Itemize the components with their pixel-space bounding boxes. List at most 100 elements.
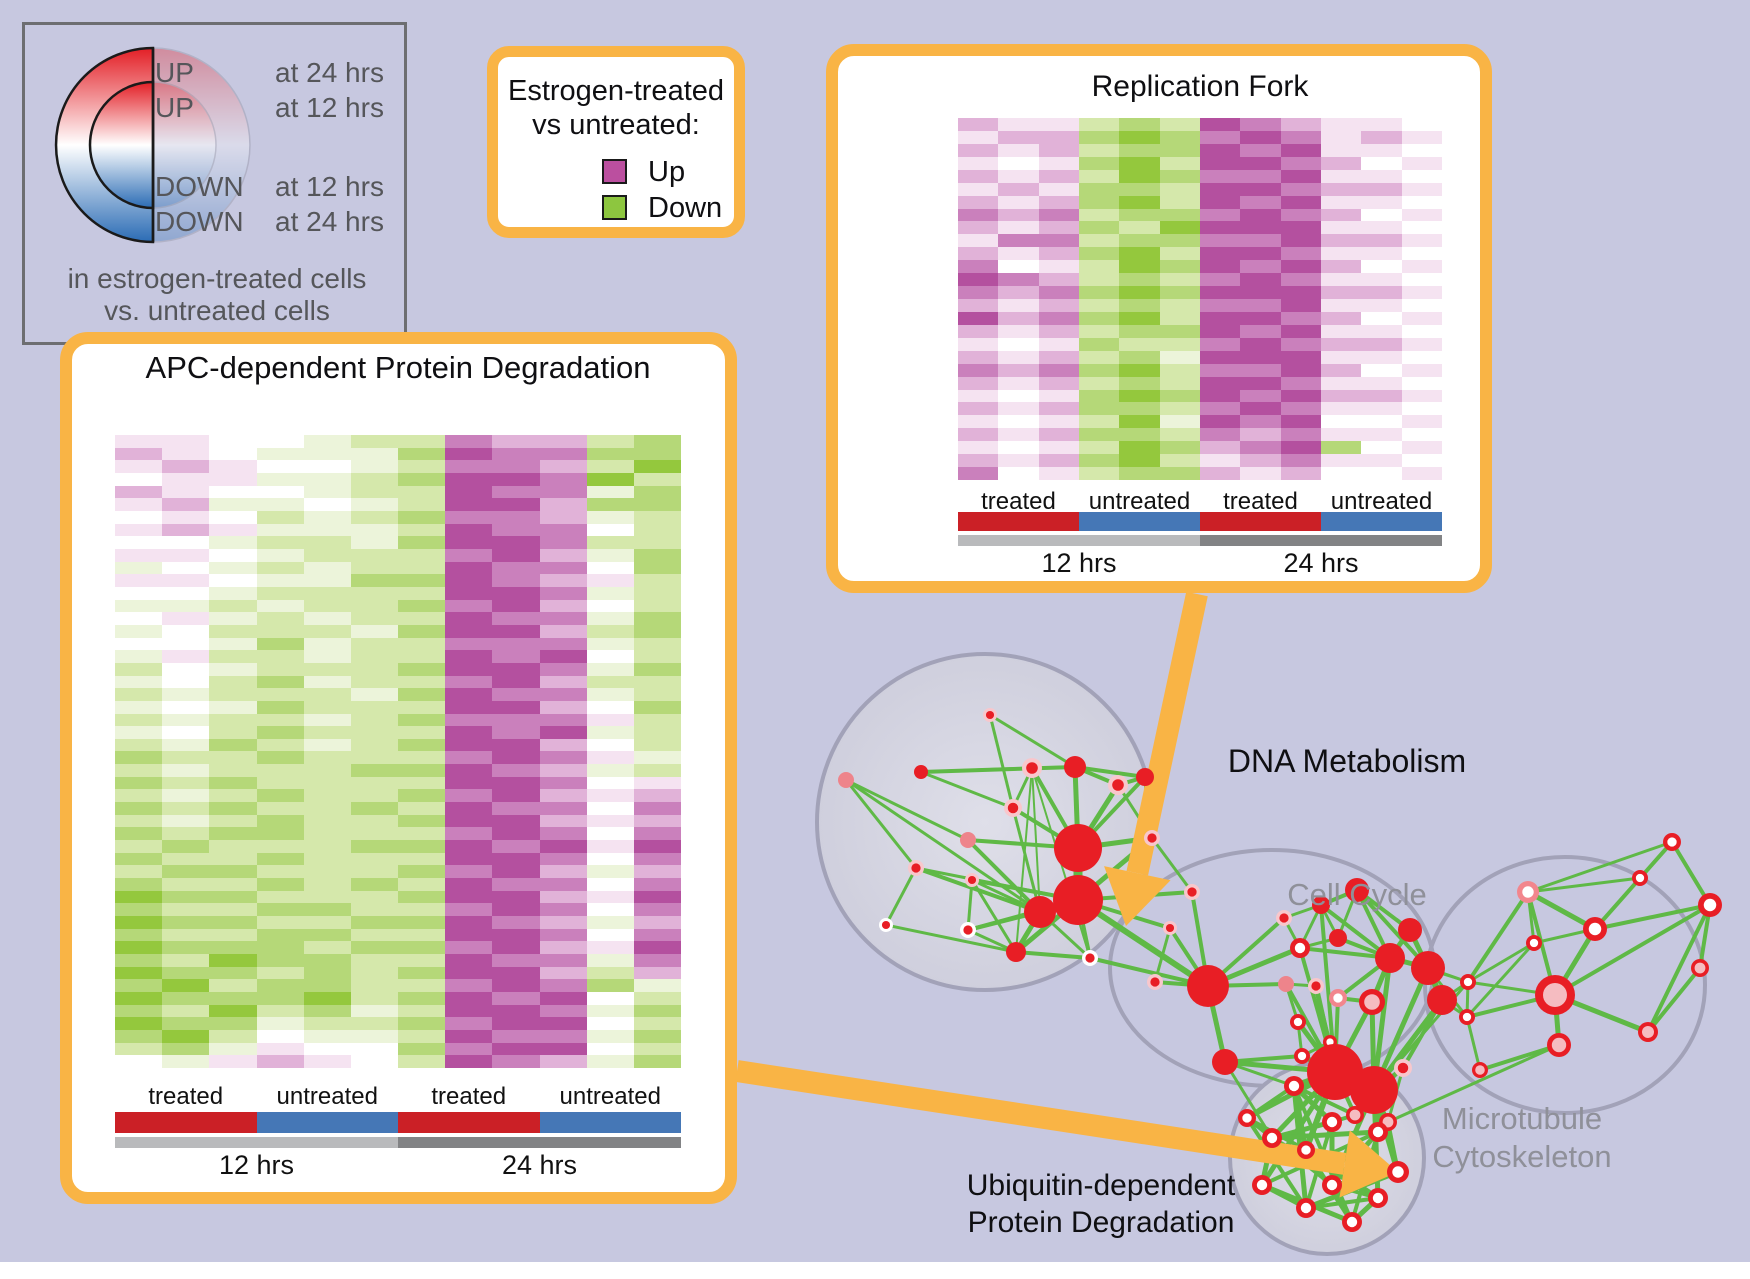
network-node xyxy=(1212,1049,1238,1075)
network-node xyxy=(1588,922,1602,936)
network-edge xyxy=(920,766,1033,774)
network-node xyxy=(1635,873,1645,883)
scale-row-down-12: DOWN xyxy=(155,171,244,203)
cluster-label-line: Protein Degradation xyxy=(967,1205,1235,1239)
direction-label: UP xyxy=(155,92,194,123)
network-node xyxy=(1293,1017,1303,1027)
direction-label: UP xyxy=(155,57,194,88)
network-node xyxy=(1085,953,1095,963)
network-edge xyxy=(1011,807,1042,913)
network-edge xyxy=(1646,966,1702,1034)
network-edge xyxy=(920,770,1014,810)
network-node xyxy=(1312,896,1330,914)
timepoint-label: 12 hrs xyxy=(218,1150,295,1180)
condition-label: untreated xyxy=(276,1083,378,1110)
network-node xyxy=(1288,1080,1300,1092)
network-edge xyxy=(1465,941,1536,1019)
network-edge xyxy=(1466,890,1530,984)
cluster-label-line: Cell Cycle xyxy=(1287,877,1427,912)
replication-fork-heatmap xyxy=(958,118,1442,480)
network-edge xyxy=(1314,985,1332,1043)
time-label: at 12 hrs xyxy=(275,171,384,202)
network-node xyxy=(1372,1192,1384,1204)
network-edge xyxy=(966,879,974,931)
replication-fork-to-dna-metabolism-arrow-shaft xyxy=(1126,591,1208,876)
network-node xyxy=(1054,824,1102,872)
network-node xyxy=(1294,942,1306,954)
network-node xyxy=(1187,965,1229,1007)
condition-label: treated xyxy=(148,1083,224,1110)
network-edge xyxy=(1031,767,1041,913)
timepoint-label: 12 hrs xyxy=(1041,548,1117,578)
network-node xyxy=(1642,1026,1654,1038)
condition-color-bar xyxy=(539,1112,681,1133)
condition-color-bar xyxy=(958,512,1079,531)
network-node xyxy=(1278,976,1294,992)
network-node xyxy=(1397,1062,1409,1074)
network-node xyxy=(1279,913,1289,923)
microtubule-cytoskeleton-label: Microtubule Cytoskeleton xyxy=(1432,1100,1611,1176)
network-node xyxy=(1301,1145,1311,1155)
cluster-label-line: Ubiquitin-dependent xyxy=(966,1169,1236,1202)
network-edge xyxy=(1527,840,1673,894)
network-edge xyxy=(970,879,1018,953)
direction-label: DOWN xyxy=(155,171,244,202)
network-edge xyxy=(1526,889,1597,932)
network-edge xyxy=(1594,903,1711,931)
network-node xyxy=(1463,977,1473,987)
scale-row-down-12-time: at 12 hrs xyxy=(275,171,384,203)
network-node xyxy=(1392,1166,1404,1178)
network-edge xyxy=(1355,888,1430,970)
timepoint-label: 24 hrs xyxy=(501,1150,578,1180)
condition-color-bar xyxy=(115,1112,257,1133)
time-label: at 12 hrs xyxy=(275,92,384,123)
scale-caption-line2: vs. untreated cells xyxy=(104,295,330,326)
condition-color-bar xyxy=(1321,512,1442,531)
microtubule-cytoskeleton-cluster xyxy=(1423,855,1707,1115)
condition-color-bar xyxy=(398,1112,540,1133)
network-node xyxy=(1694,962,1706,974)
scale-row-up-24: UP xyxy=(155,57,194,89)
network-node xyxy=(1150,977,1160,987)
network-edge xyxy=(966,838,1042,914)
scale-row-up-12: UP xyxy=(155,92,194,124)
replication-fork-panel-title: Replication Fork xyxy=(1091,70,1309,103)
cluster-label-line: DNA Metabolism xyxy=(1227,743,1467,779)
network-edge xyxy=(1015,767,1033,953)
network-edge xyxy=(1299,946,1391,960)
network-node xyxy=(1522,886,1534,898)
network-node xyxy=(1112,779,1124,791)
network-edge xyxy=(845,778,969,842)
cell-cycle-label: Cell Cycle xyxy=(1287,876,1427,914)
condition-label: treated xyxy=(981,488,1056,515)
network-node xyxy=(1551,1037,1567,1053)
apc-panel-title: APC-dependent Protein Degradation xyxy=(145,350,651,385)
time-label: at 24 hrs xyxy=(275,206,384,237)
dna-metabolism-label: DNA Metabolism xyxy=(1228,742,1466,781)
network-node xyxy=(1006,942,1026,962)
network-edge xyxy=(845,778,1041,914)
network-node xyxy=(1475,1065,1485,1075)
network-node xyxy=(1345,878,1369,902)
network-edge xyxy=(1553,903,1712,997)
network-node xyxy=(1372,1126,1384,1138)
network-node xyxy=(1364,994,1380,1010)
network-node xyxy=(963,925,973,935)
apc-to-ubiquitin-arrowhead-icon xyxy=(1339,1130,1398,1198)
up-down-circles-icon xyxy=(54,46,251,244)
network-node xyxy=(1329,929,1347,947)
time-label: at 24 hrs xyxy=(275,57,384,88)
apc-to-ubiquitin-arrow-shaft xyxy=(735,1060,1347,1175)
apc-heatmap xyxy=(115,435,681,1068)
network-node xyxy=(1350,1066,1398,1114)
condition-color-bar xyxy=(1200,512,1321,531)
network-edge xyxy=(1387,1043,1560,1124)
network-node xyxy=(1311,981,1321,991)
timepoint-bar xyxy=(398,1137,681,1148)
network-node xyxy=(838,772,854,788)
ubiquitin-degradation-label: Ubiquitin-dependent Protein Degradation xyxy=(967,1168,1236,1241)
network-node xyxy=(1256,1179,1268,1191)
network-node xyxy=(1703,898,1717,912)
network-node xyxy=(914,765,928,779)
network-node xyxy=(1667,837,1677,847)
